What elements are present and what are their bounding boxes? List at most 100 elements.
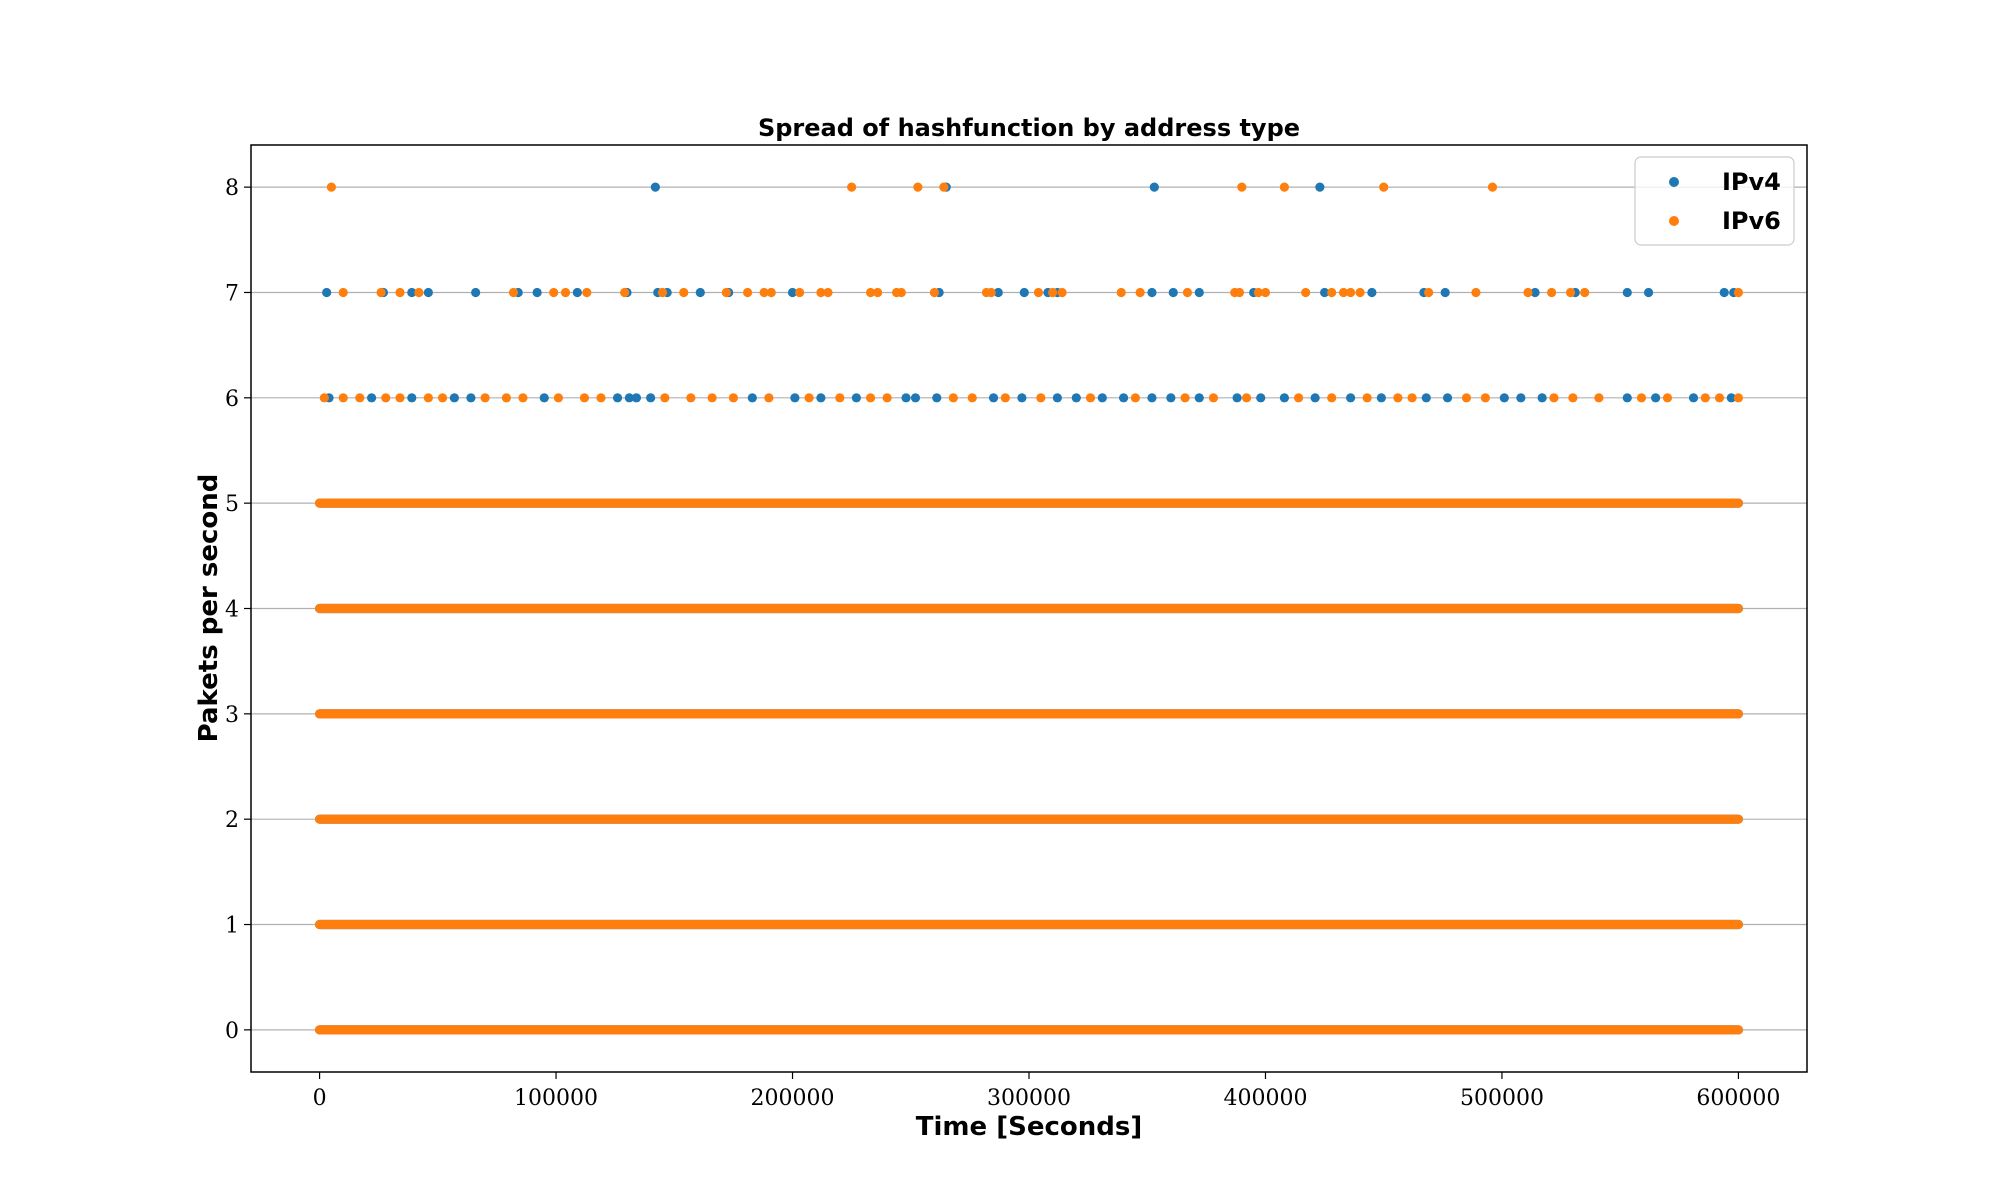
data-point bbox=[1097, 393, 1107, 403]
data-point bbox=[549, 287, 559, 298]
data-point bbox=[847, 182, 857, 192]
data-point bbox=[1194, 287, 1204, 298]
data-point bbox=[532, 287, 542, 298]
data-point bbox=[1182, 287, 1193, 298]
data-point bbox=[865, 393, 876, 403]
data-point bbox=[449, 393, 459, 403]
data-point bbox=[1279, 182, 1289, 192]
x-tick-label: 0 bbox=[313, 1086, 327, 1111]
data-point bbox=[695, 287, 705, 298]
legend-marker-ipv4 bbox=[1669, 177, 1679, 187]
data-point bbox=[518, 393, 528, 403]
data-point bbox=[1168, 287, 1178, 298]
data-point bbox=[1643, 287, 1654, 298]
data-point bbox=[501, 393, 511, 403]
data-point bbox=[1019, 287, 1029, 298]
data-point bbox=[1376, 393, 1386, 403]
data-point bbox=[747, 393, 757, 403]
data-point bbox=[1118, 393, 1129, 403]
data-point bbox=[1327, 393, 1337, 403]
data-point bbox=[650, 182, 660, 192]
x-tick-label: 400000 bbox=[1223, 1086, 1307, 1111]
data-point bbox=[804, 393, 814, 403]
y-tick-label: 8 bbox=[225, 176, 239, 201]
data-point bbox=[480, 393, 490, 403]
data-point bbox=[929, 287, 940, 298]
data-point bbox=[1232, 393, 1242, 403]
data-point bbox=[395, 393, 405, 403]
x-axis-ticks: 0 100000 200000 300000 400000 500000 600000 bbox=[313, 1072, 1780, 1111]
data-point bbox=[988, 393, 999, 403]
data-point bbox=[407, 393, 417, 403]
data-point bbox=[823, 287, 833, 298]
data-point bbox=[508, 287, 519, 298]
data-point bbox=[1523, 287, 1533, 298]
data-point bbox=[1180, 393, 1190, 403]
data-point bbox=[1480, 393, 1490, 403]
data-point bbox=[1194, 393, 1204, 403]
data-point bbox=[1688, 393, 1699, 403]
data-point bbox=[1017, 393, 1027, 403]
data-points bbox=[314, 182, 1744, 1035]
data-point bbox=[1260, 287, 1271, 298]
legend-label-ipv6: IPv6 bbox=[1722, 207, 1781, 235]
data-point bbox=[1530, 287, 1540, 298]
data-point bbox=[1234, 287, 1245, 298]
data-point bbox=[381, 393, 391, 403]
data-point bbox=[787, 287, 798, 298]
data-point bbox=[355, 393, 365, 403]
data-point bbox=[1000, 393, 1010, 403]
data-point bbox=[1319, 287, 1330, 298]
data-point bbox=[646, 393, 656, 403]
x-tick-label: 100000 bbox=[514, 1086, 598, 1111]
data-point bbox=[338, 287, 348, 298]
data-point bbox=[1362, 393, 1372, 403]
data-point bbox=[1237, 182, 1247, 192]
data-point bbox=[1256, 393, 1266, 403]
data-point bbox=[1487, 182, 1498, 192]
data-point bbox=[596, 393, 606, 403]
data-point bbox=[1442, 393, 1453, 403]
data-point bbox=[721, 287, 731, 298]
data-point bbox=[471, 287, 481, 298]
data-point bbox=[319, 393, 329, 403]
data-point bbox=[1568, 393, 1578, 403]
data-point bbox=[686, 393, 696, 403]
chart-title: Spread of hashfunction by address type bbox=[758, 114, 1300, 142]
data-point bbox=[707, 393, 717, 403]
data-point bbox=[1253, 287, 1263, 298]
data-point bbox=[766, 287, 776, 298]
data-point bbox=[790, 393, 800, 403]
data-point bbox=[816, 287, 826, 298]
data-point bbox=[1147, 287, 1157, 298]
data-point bbox=[1421, 393, 1431, 403]
data-point bbox=[620, 287, 630, 298]
data-point bbox=[742, 287, 753, 298]
y-tick-label: 4 bbox=[225, 598, 239, 623]
y-tick-label: 6 bbox=[225, 387, 239, 412]
data-point bbox=[816, 393, 826, 403]
data-point bbox=[759, 287, 769, 298]
data-point bbox=[1310, 393, 1320, 403]
data-point bbox=[835, 393, 845, 403]
legend-label-ipv4: IPv4 bbox=[1722, 168, 1781, 196]
data-point bbox=[948, 393, 958, 403]
data-point bbox=[932, 393, 942, 403]
data-point bbox=[986, 287, 996, 298]
data-point bbox=[1147, 393, 1157, 403]
data-point bbox=[1636, 393, 1647, 403]
legend: IPv4 IPv6 bbox=[1634, 156, 1795, 246]
data-point bbox=[1499, 393, 1509, 403]
data-point bbox=[1537, 393, 1547, 403]
data-point bbox=[395, 287, 405, 298]
data-point bbox=[764, 393, 774, 403]
data-point bbox=[1714, 393, 1725, 403]
data-point bbox=[913, 182, 923, 192]
data-point bbox=[1733, 287, 1744, 298]
data-point bbox=[1130, 393, 1141, 403]
data-point bbox=[1166, 393, 1176, 403]
x-axis-label: Time [Seconds] bbox=[916, 1112, 1142, 1142]
y-axis-ticks: 0 1 2 3 4 5 6 7 8 bbox=[225, 176, 251, 1044]
data-point bbox=[1346, 287, 1356, 298]
data-point bbox=[376, 287, 386, 298]
